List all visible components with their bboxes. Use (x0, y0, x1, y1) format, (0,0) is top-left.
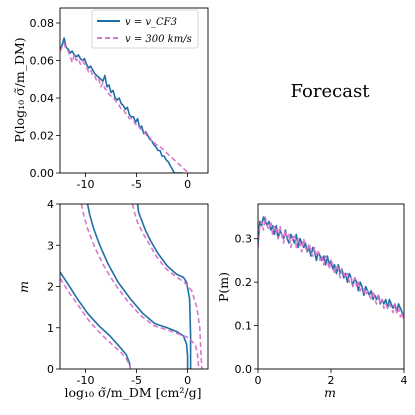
marginal-m-series-1 (258, 216, 404, 322)
marginal-m-ytick-label: 0.2 (235, 276, 253, 289)
joint-series-5 (131, 204, 203, 369)
marginal-sigma-ytick-label: 0.00 (30, 167, 55, 180)
joint-series-0 (86, 204, 189, 369)
joint-xtick-label: -5 (131, 374, 142, 387)
legend-label-300: v = 300 km/s (125, 34, 192, 45)
ylabel-joint: m (16, 281, 31, 293)
joint-series-3 (80, 204, 200, 369)
joint-series-4 (60, 277, 132, 369)
marginal-sigma-xtick-label: 0 (184, 178, 191, 191)
legend-label-cf3: v = v_CF3 (125, 17, 177, 28)
marginal-sigma-xtick-label: -5 (131, 178, 142, 191)
ylabel-top: P(log₁₀ σ̃/m_DM) (12, 37, 27, 142)
marginal-sigma-panel: -10 -5 0 0.00 0.02 0.04 0.06 0.08 (30, 7, 209, 191)
marginal-sigma-ytick-label: 0.08 (30, 17, 55, 30)
marginal-sigma-ytick-label: 0.06 (30, 55, 55, 68)
forecast-label: Forecast (291, 81, 371, 102)
joint-contour-panel: -10 -5 0 0 1 2 3 4 (47, 198, 209, 387)
legend: v = v_CF3 v = 300 km/s (91, 9, 199, 49)
marginal-m-ytick-label: 0.3 (235, 233, 253, 246)
joint-ytick-label: 4 (47, 198, 54, 211)
joint-series-1 (60, 271, 132, 369)
legend-box (91, 9, 199, 49)
marginal-sigma-series-0 (60, 37, 183, 173)
marginal-sigma-ytick-label: 0.04 (30, 92, 55, 105)
xlabel-pm: m (324, 385, 336, 400)
joint-ytick-label: 3 (47, 239, 54, 252)
ylabel-pm: P(m) (216, 272, 231, 302)
joint-ytick-label: 1 (47, 322, 54, 335)
joint-xtick-label: 0 (184, 374, 191, 387)
marginal-m-xtick-label: 2 (328, 374, 335, 387)
joint-series-2 (136, 204, 192, 369)
marginal-m-xtick-label: 0 (255, 374, 262, 387)
marginal-m-xtick-label: 4 (401, 374, 408, 387)
marginal-sigma-xtick-label: -10 (77, 178, 95, 191)
xlabel-joint: log₁₀ σ̃/m_DM [cm²/g] (65, 385, 202, 400)
marginal-sigma-frame (59, 7, 209, 174)
joint-ytick-label: 0 (47, 363, 54, 376)
marginal-m-ytick-label: 0.1 (235, 320, 253, 333)
marginal-m-panel: 0 2 4 0.0 0.1 0.2 0.3 (235, 203, 408, 387)
marginal-sigma-ytick-label: 0.02 (30, 130, 55, 143)
marginal-sigma-series-1 (60, 42, 190, 173)
marginal-m-ytick-label: 0.0 (235, 363, 253, 376)
joint-xtick-label: -10 (77, 374, 95, 387)
joint-ytick-label: 2 (47, 281, 54, 294)
